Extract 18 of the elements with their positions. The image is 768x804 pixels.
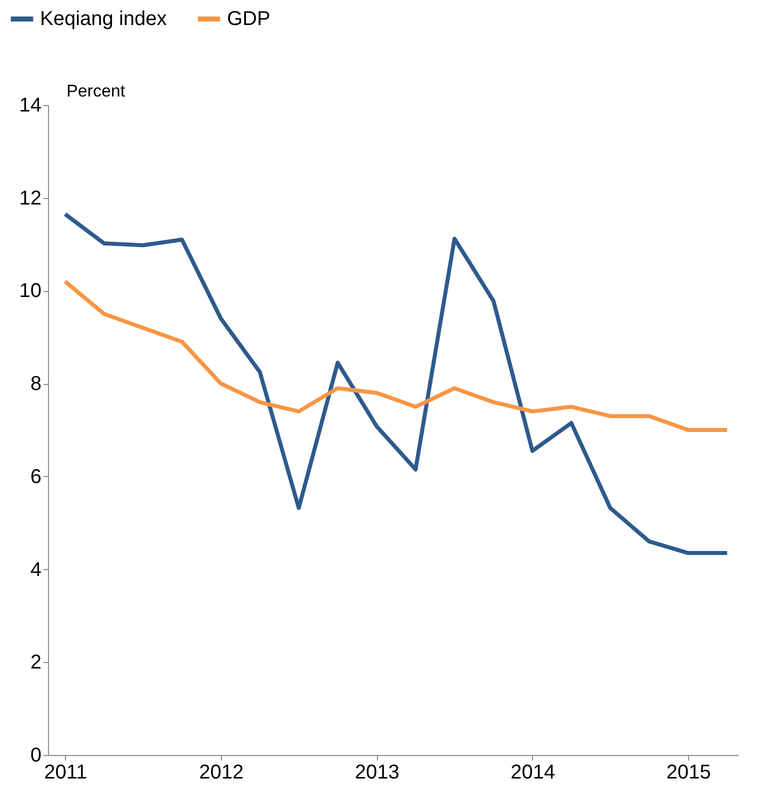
y-tick-label: 4	[30, 558, 42, 581]
x-tick-label: 2015	[666, 762, 711, 784]
legend-label: Keqiang index	[40, 8, 167, 30]
x-tick-label: 2012	[199, 762, 244, 784]
y-axis-title: Percent	[66, 82, 126, 100]
y-tick-label: 2	[30, 652, 42, 674]
y-tick-label: 12	[19, 187, 42, 210]
x-tick-label: 2013	[354, 762, 400, 784]
x-tick-label: 2014	[510, 762, 556, 784]
y-tick-label: 8	[30, 373, 42, 396]
y-tick-label: 14	[19, 94, 42, 116]
line-series	[63, 279, 730, 432]
y-tick-label: 10	[19, 280, 42, 302]
y-tick-label: 0	[30, 744, 42, 766]
y-tick-label: 6	[30, 466, 42, 488]
line-series	[63, 212, 730, 556]
x-tick-label: 2011	[44, 762, 88, 784]
legend-label: GDP	[227, 8, 270, 30]
